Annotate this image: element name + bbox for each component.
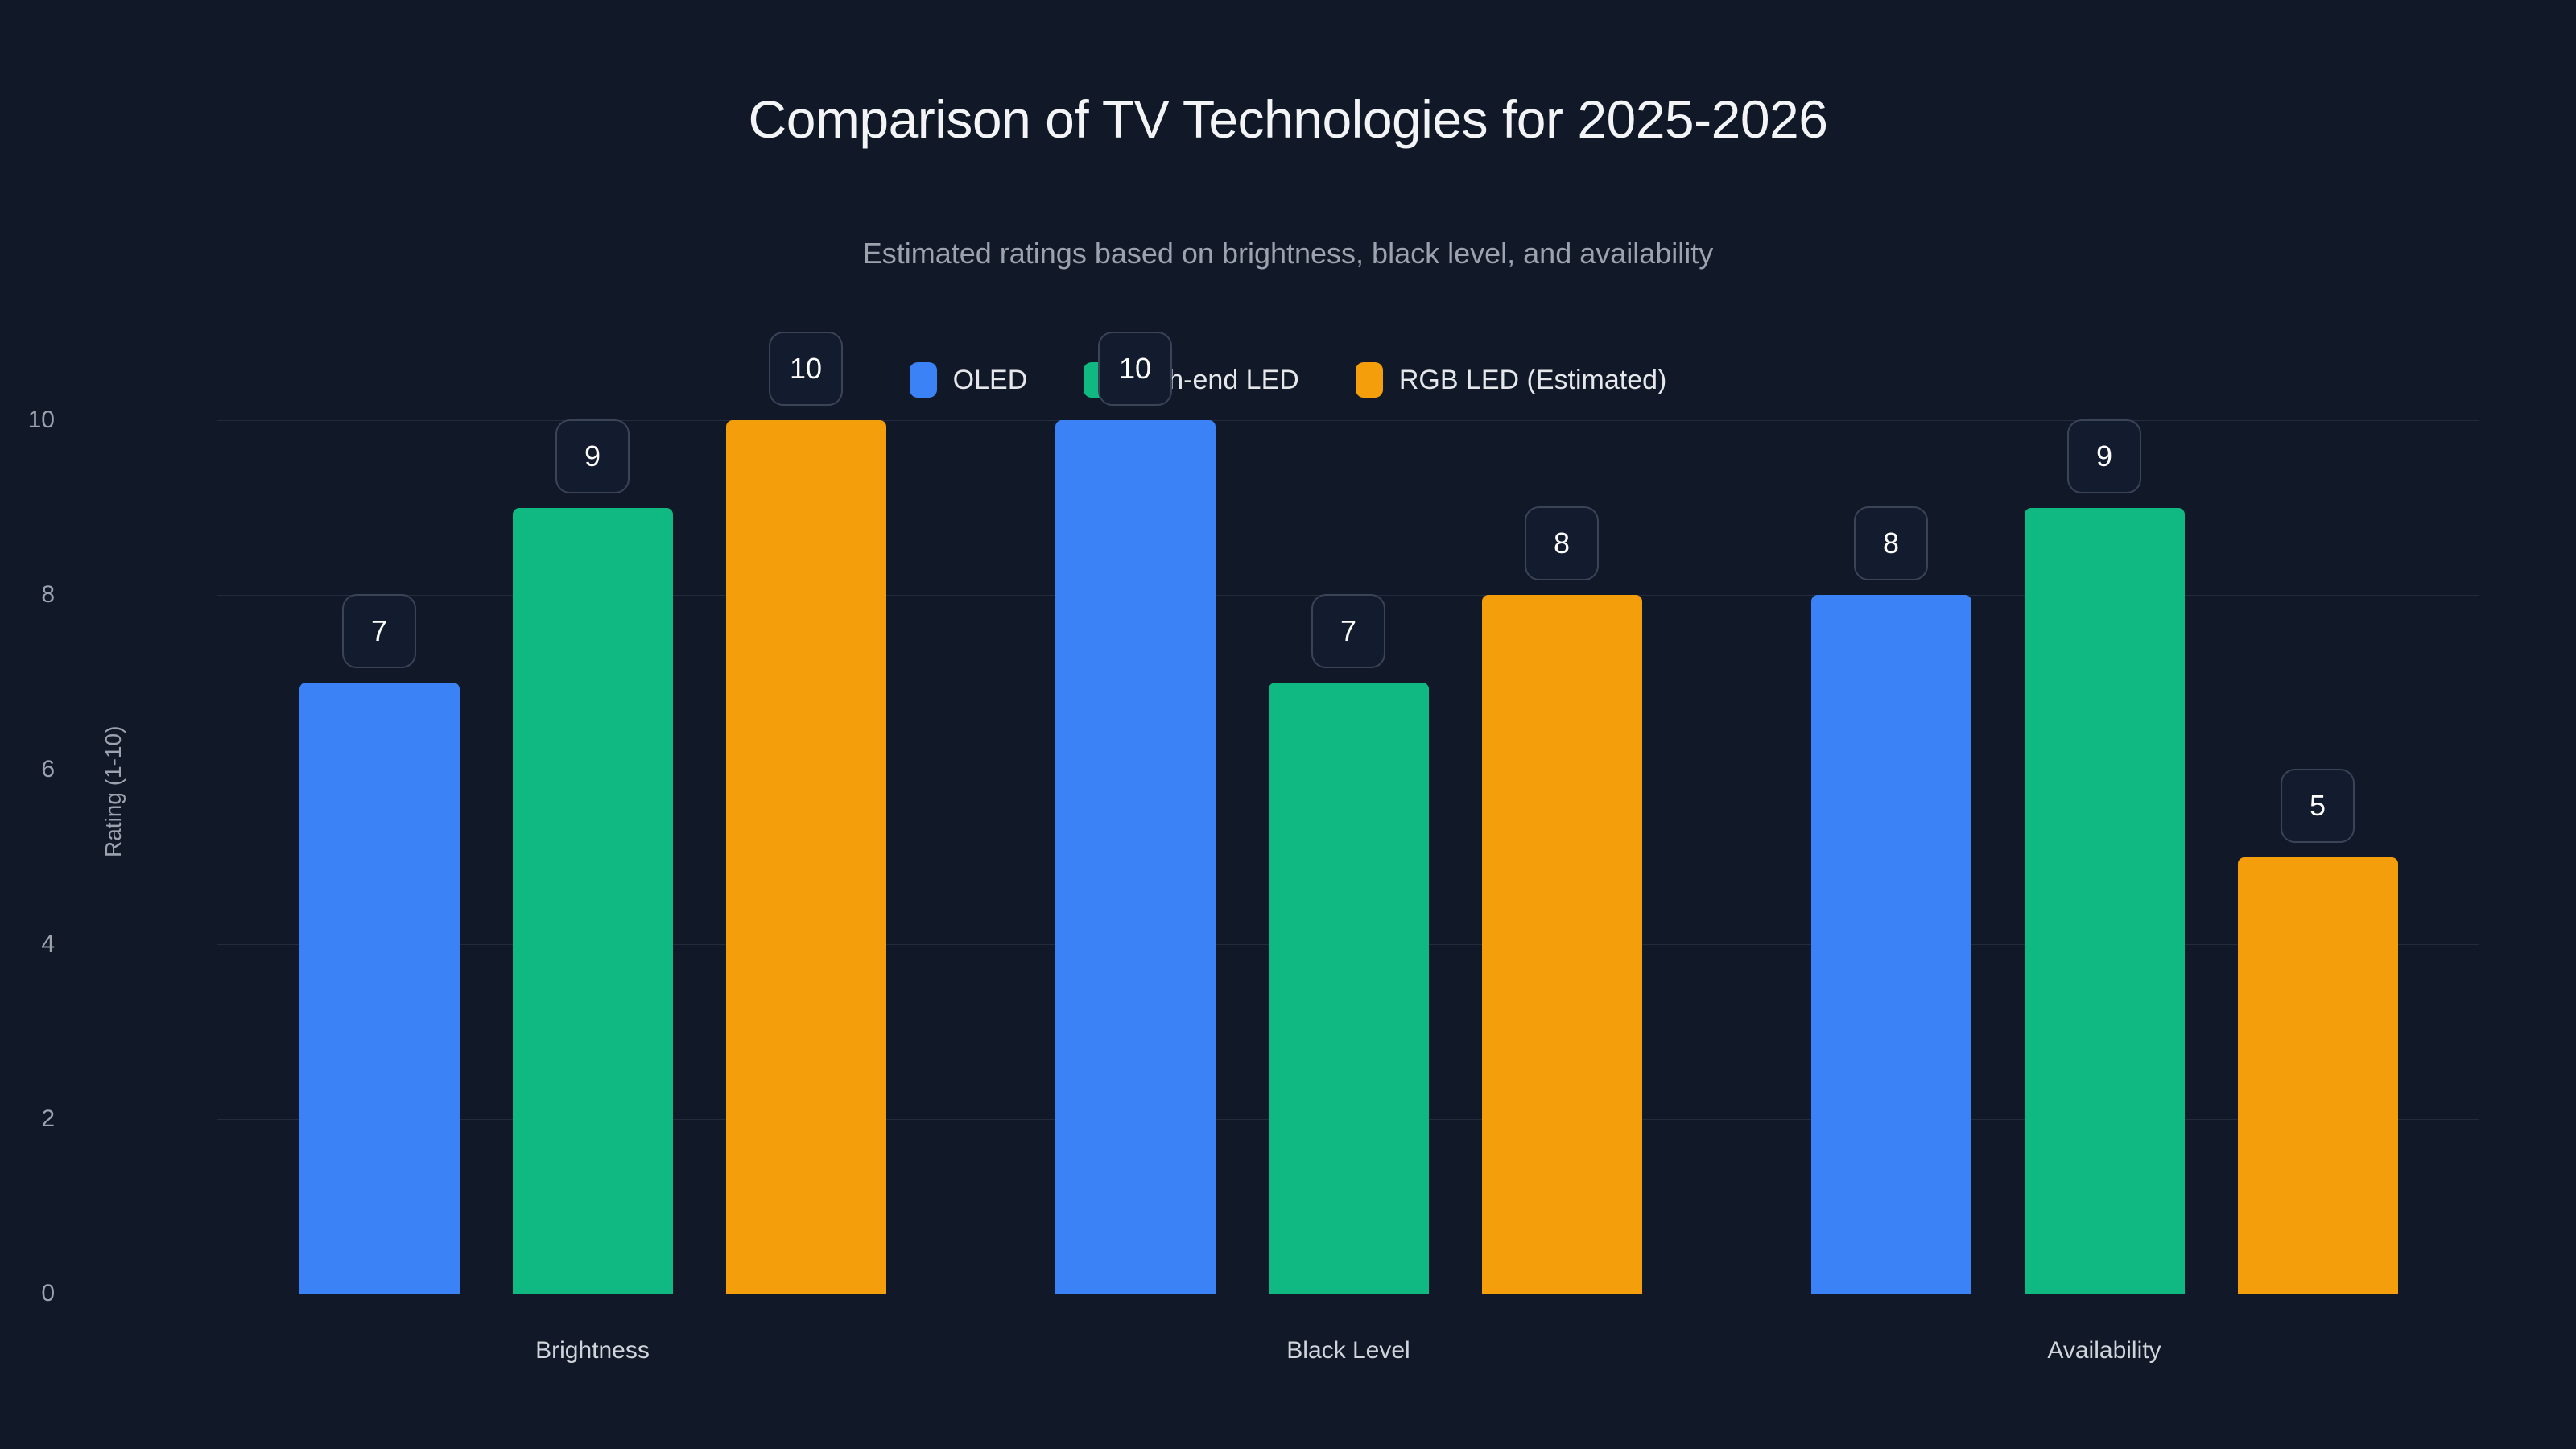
bar-value-label: 9 (555, 419, 630, 493)
legend-swatch-icon (909, 362, 937, 398)
y-axis-tick-label: 2 (41, 1105, 55, 1132)
x-axis-tick-label: Availability (2047, 1337, 2161, 1364)
y-axis-title: Rating (1-10) (101, 725, 126, 857)
y-axis-tick-label: 0 (41, 1280, 55, 1307)
plot-area (217, 420, 2479, 1294)
legend-item-label: OLED (952, 364, 1028, 395)
bar-value-label: 9 (2067, 419, 2141, 493)
bar[interactable] (299, 682, 460, 1294)
legend-swatch-icon (1355, 362, 1383, 398)
bar[interactable] (1481, 595, 1642, 1294)
x-axis-tick-label: Black Level (1286, 1337, 1410, 1364)
bar[interactable] (1810, 595, 1971, 1294)
y-axis-tick-label: 4 (41, 931, 55, 957)
bar-value-label: 7 (342, 593, 416, 668)
y-axis-tick-label: 6 (41, 756, 55, 782)
gridline (217, 420, 2479, 421)
page-title: Comparison of TV Technologies for 2025-2… (748, 89, 1828, 149)
bar[interactable] (1268, 682, 1429, 1294)
bar-value-label: 10 (769, 332, 843, 406)
bar[interactable] (725, 420, 886, 1294)
bar[interactable] (2024, 507, 2185, 1294)
bar[interactable] (1055, 420, 1216, 1294)
bar-value-label: 10 (1098, 332, 1172, 406)
y-axis-tick-label: 10 (27, 407, 55, 433)
chart-subtitle: Estimated ratings based on brightness, b… (862, 237, 1714, 270)
bar[interactable] (2237, 857, 2398, 1294)
bar-value-label: 7 (1311, 593, 1385, 668)
bar-value-label: 5 (2281, 768, 2355, 843)
bar[interactable] (512, 507, 673, 1294)
bar-value-label: 8 (1525, 506, 1599, 580)
x-axis-tick-label: Brightness (535, 1337, 650, 1364)
legend-item-rgb-led-estimated[interactable]: RGB LED (Estimated) (1355, 362, 1667, 398)
y-axis-tick-label: 8 (41, 581, 55, 608)
legend-item-oled[interactable]: OLED (909, 362, 1028, 398)
chart-legend: OLED High-end LED RGB LED (Estimated) (0, 362, 2576, 398)
bar-value-label: 8 (1854, 506, 1928, 580)
legend-item-label: RGB LED (Estimated) (1398, 364, 1667, 395)
